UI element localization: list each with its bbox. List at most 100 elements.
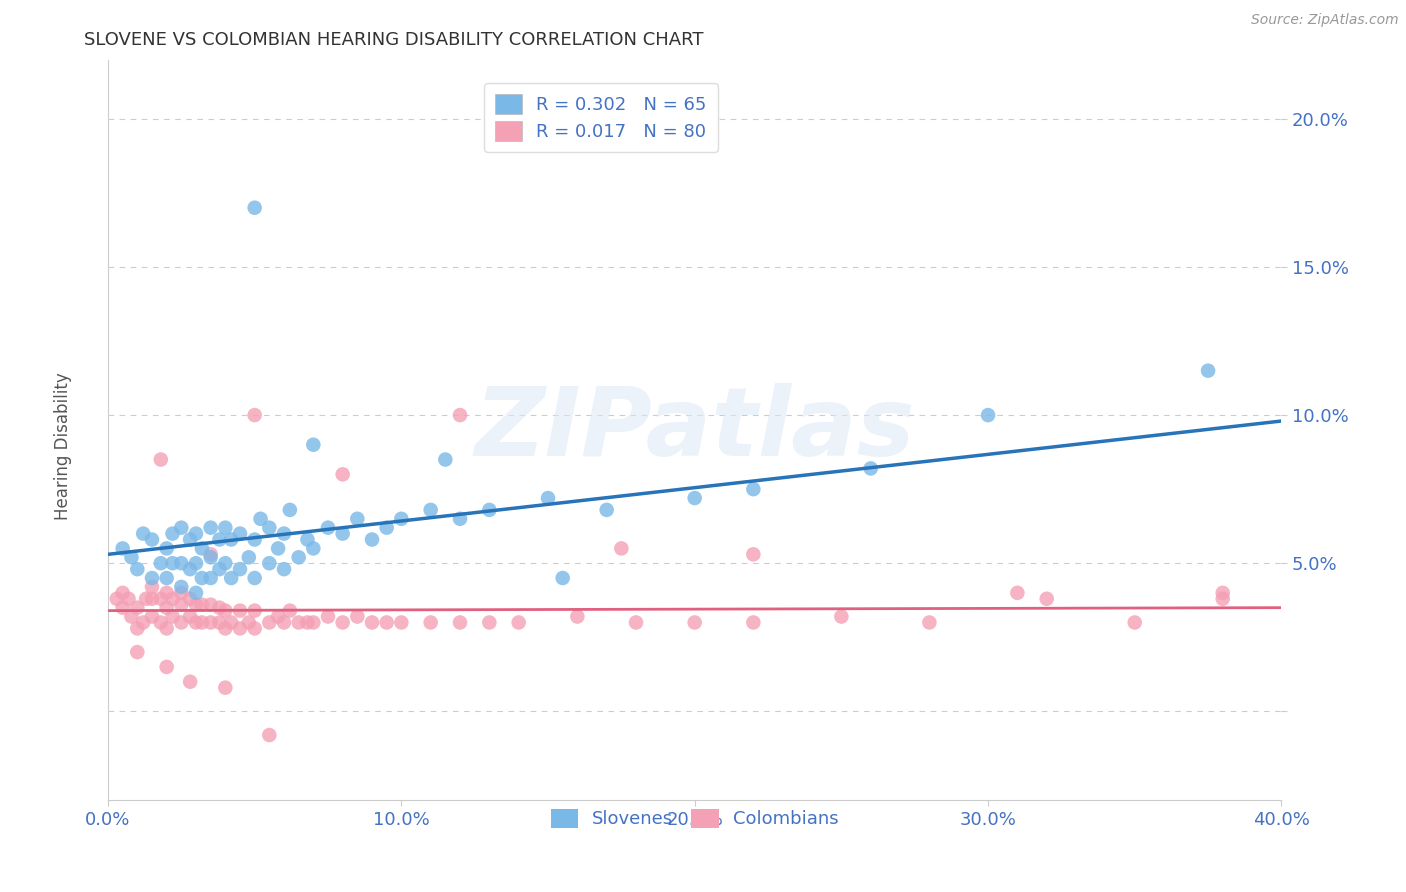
Point [111,600,134,615]
Point [830,609,852,624]
Point [243,604,266,618]
Legend: Slovenes, Colombians: Slovenes, Colombians [544,802,846,836]
Point [434,452,457,467]
Point [551,571,574,585]
Point [243,621,266,635]
Point [332,615,354,630]
Point [346,512,368,526]
Point [214,621,236,635]
Point [184,615,207,630]
Point [478,615,501,630]
Point [191,571,214,585]
Point [120,609,142,624]
Point [156,571,179,585]
Point [200,521,222,535]
Point [179,562,201,576]
Point [219,533,242,547]
Point [273,615,295,630]
Point [683,491,706,505]
Point [208,562,231,576]
Point [214,604,236,618]
Point [537,491,560,505]
Point [156,541,179,556]
Point [184,526,207,541]
Point [200,547,222,561]
Point [742,547,765,561]
Point [259,521,281,535]
Point [214,521,236,535]
Point [111,541,134,556]
Point [238,615,260,630]
Point [267,541,290,556]
Point [170,521,193,535]
Point [742,482,765,496]
Point [105,591,128,606]
Point [1212,591,1234,606]
Point [229,621,252,635]
Point [419,615,441,630]
Point [120,550,142,565]
Point [508,615,530,630]
Point [200,550,222,565]
Point [278,503,301,517]
Point [170,586,193,600]
Point [259,615,281,630]
Point [208,600,231,615]
Point [179,609,201,624]
Point [918,615,941,630]
Point [332,526,354,541]
Point [170,615,193,630]
Point [229,526,252,541]
Point [449,512,471,526]
Point [200,615,222,630]
Point [127,645,149,659]
Point [156,621,179,635]
Text: Source: ZipAtlas.com: Source: ZipAtlas.com [1251,13,1399,28]
Point [149,591,172,606]
Text: SLOVENE VS COLOMBIAN HEARING DISABILITY CORRELATION CHART: SLOVENE VS COLOMBIAN HEARING DISABILITY … [84,31,704,49]
Point [1197,364,1219,378]
Point [977,408,1000,422]
Point [170,580,193,594]
Point [297,615,319,630]
Point [135,591,157,606]
Point [316,521,339,535]
Point [243,201,266,215]
Point [243,571,266,585]
Point [191,615,214,630]
Point [141,580,163,594]
Point [141,591,163,606]
Point [361,615,384,630]
Point [683,615,706,630]
Point [287,615,309,630]
Point [302,541,325,556]
Point [259,556,281,570]
Point [141,571,163,585]
Point [302,438,325,452]
Point [149,556,172,570]
Text: ZIPatlas: ZIPatlas [474,384,915,476]
Point [149,615,172,630]
Point [156,660,179,674]
Point [243,533,266,547]
Point [111,586,134,600]
Point [170,556,193,570]
Point [1212,586,1234,600]
Point [596,503,619,517]
Point [179,591,201,606]
Point [229,562,252,576]
Point [127,600,149,615]
Point [208,533,231,547]
Point [346,609,368,624]
Point [267,609,290,624]
Point [162,526,184,541]
Point [162,556,184,570]
Point [214,556,236,570]
Point [297,533,319,547]
Point [287,550,309,565]
Point [200,598,222,612]
Point [219,571,242,585]
Point [162,591,184,606]
Point [624,615,647,630]
Point [567,609,589,624]
